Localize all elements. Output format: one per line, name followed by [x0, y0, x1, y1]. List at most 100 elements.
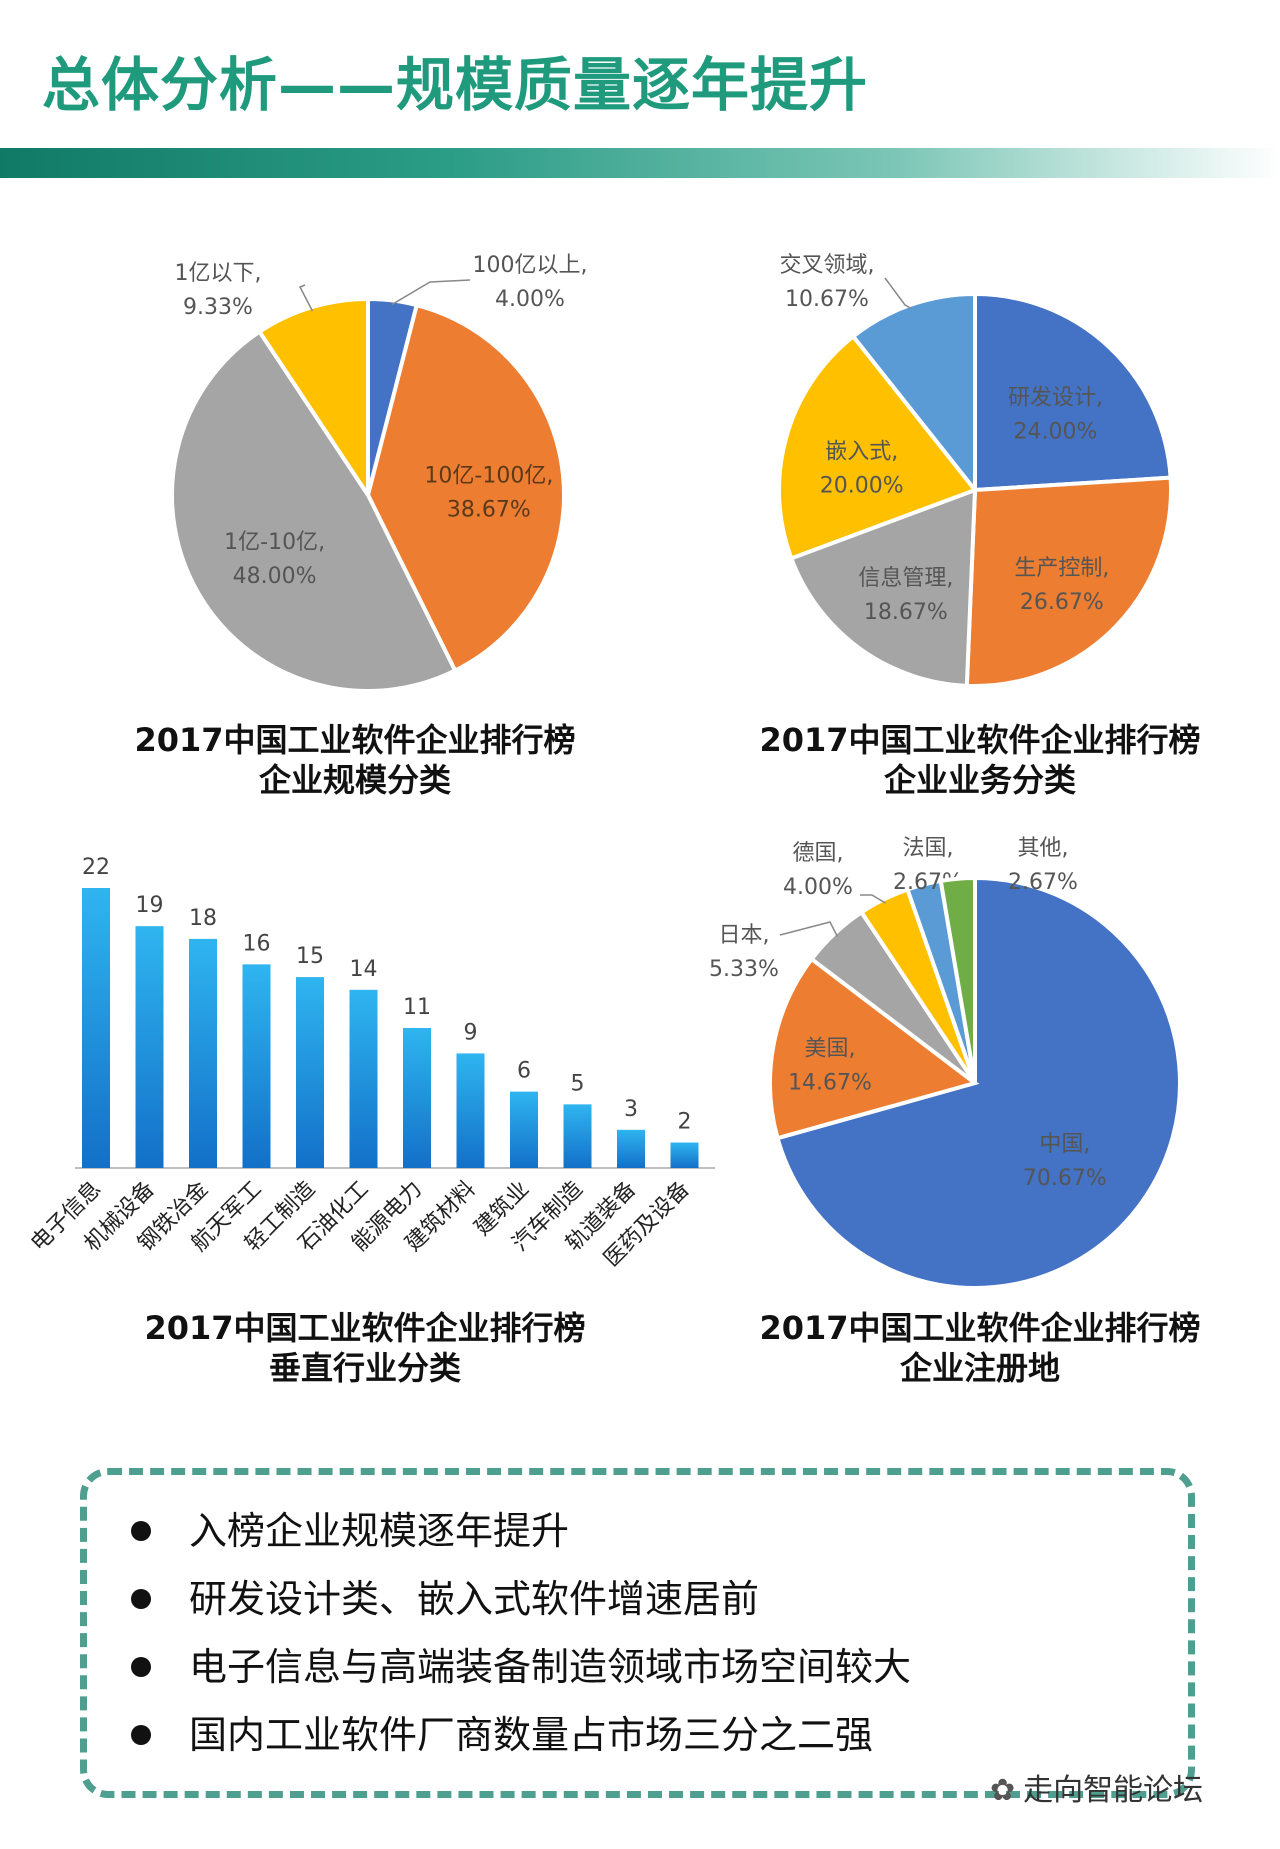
- pie-slice-region-1: [768, 956, 980, 1141]
- caption-industry: 2017中国工业软件企业排行榜 垂直行业分类: [135, 1308, 595, 1388]
- slice-value-region-5: 2.67%: [1008, 870, 1078, 895]
- summary-list: 入榜企业规模逐年提升 研发设计类、嵌入式软件增速居前 电子信息与高端装备制造领域…: [87, 1475, 1188, 1769]
- summary-item: 研发设计类、嵌入式软件增速居前: [131, 1565, 1188, 1633]
- slice-value-scale-1: 38.67%: [447, 497, 531, 522]
- bullet-icon: [131, 1657, 151, 1677]
- bar-value-label-5: 14: [350, 957, 378, 982]
- summary-item-text: 入榜企业规模逐年提升: [189, 1509, 570, 1553]
- slice-label-region-4: 法国,: [903, 836, 954, 861]
- slice-value-scale-0: 4.00%: [495, 287, 565, 312]
- slice-value-region-3: 4.00%: [783, 875, 853, 900]
- pie-slice-business-3: [777, 333, 979, 561]
- chart-region-pie: 中国, 70.67% 美国, 14.67% 日本, 5.33% 德国, 4.00% 法国, 2.6…: [709, 836, 1182, 1290]
- slice-label-scale-2: 1亿-10亿,: [224, 530, 325, 555]
- summary-item: 入榜企业规模逐年提升: [131, 1497, 1188, 1565]
- bar-2: [189, 938, 217, 1168]
- summary-item-text: 国内工业软件厂商数量占市场三分之二强: [189, 1713, 874, 1757]
- bar-7: [456, 1053, 485, 1168]
- caption-business: 2017中国工业软件企业排行榜 企业业务分类: [750, 720, 1210, 800]
- pie-slice-business-0: [973, 291, 1173, 493]
- bar-value-label-2: 18: [189, 906, 217, 931]
- chart-industry-bar: 22电子信息19机械设备18钢铁冶金16航天军工15轻工制造14石油化工11能源…: [26, 855, 715, 1272]
- slice-value-region-1: 14.67%: [788, 1070, 872, 1095]
- pie-slice-scale-1: [365, 302, 566, 674]
- summary-item-text: 研发设计类、嵌入式软件增速居前: [189, 1577, 760, 1621]
- bar-value-label-4: 15: [296, 944, 324, 969]
- pie-slice-business-1: [964, 475, 1173, 688]
- slice-label-scale-3: 1亿以下,: [175, 261, 262, 286]
- summary-box: 入榜企业规模逐年提升 研发设计类、嵌入式软件增速居前 电子信息与高端装备制造领域…: [80, 1468, 1195, 1798]
- pie-slice-scale-2: [170, 328, 458, 693]
- caption-business-line1: 2017中国工业软件企业排行榜: [759, 721, 1201, 759]
- caption-business-line2: 企业业务分类: [883, 761, 1076, 799]
- leader-line-business-4: [884, 277, 913, 310]
- watermark-text: 走向智能论坛: [1023, 1773, 1204, 1808]
- slice-label-business-3: 嵌入式,: [825, 439, 898, 464]
- bullet-icon: [131, 1725, 151, 1745]
- slice-label-business-0: 研发设计,: [1008, 385, 1103, 410]
- slice-label-scale-0: 100亿以上,: [473, 253, 588, 278]
- bullet-icon: [131, 1521, 151, 1541]
- slice-label-business-2: 信息管理,: [858, 566, 953, 591]
- bar-4: [296, 977, 324, 1168]
- bar-0: [82, 888, 110, 1168]
- slice-value-region-0: 70.67%: [1023, 1166, 1107, 1191]
- slice-label-region-5: 其他,: [1018, 836, 1069, 861]
- bar-value-label-8: 6: [517, 1059, 531, 1084]
- chart-business-pie: 研发设计, 24.00% 生产控制, 26.67% 信息管理, 18.67% 嵌入式, 20.…: [777, 253, 1173, 688]
- page-title: 总体分析——规模质量逐年提升: [42, 51, 869, 119]
- bar-1: [135, 926, 164, 1168]
- slice-label-region-3: 德国,: [793, 841, 844, 866]
- summary-item: 电子信息与高端装备制造领域市场空间较大: [131, 1633, 1188, 1701]
- bar-11: [670, 1142, 699, 1168]
- leader-line-scale-3: [298, 284, 314, 312]
- wechat-icon: ✿: [990, 1773, 1016, 1808]
- leader-line-region-3: [860, 894, 886, 904]
- slice-value-business-2: 18.67%: [864, 600, 948, 625]
- slice-value-business-3: 20.00%: [820, 473, 904, 498]
- caption-industry-line2: 垂直行业分类: [268, 1349, 461, 1387]
- slice-label-region-2: 日本,: [719, 923, 770, 948]
- bar-value-label-1: 19: [136, 893, 164, 918]
- bar-3: [242, 964, 271, 1168]
- bar-10: [617, 1129, 645, 1168]
- slice-label-business-4: 交叉领域,: [780, 253, 875, 278]
- bar-value-label-10: 3: [624, 1097, 638, 1122]
- caption-industry-line1: 2017中国工业软件企业排行榜: [144, 1309, 586, 1347]
- caption-region-line1: 2017中国工业软件企业排行榜: [759, 1309, 1201, 1347]
- slice-label-business-1: 生产控制,: [1014, 556, 1109, 581]
- caption-region-line2: 企业注册地: [899, 1349, 1060, 1387]
- bar-6: [403, 1028, 431, 1168]
- leader-line-region-2: [779, 921, 839, 937]
- bar-8: [510, 1091, 538, 1168]
- slice-value-scale-3: 9.33%: [183, 295, 253, 320]
- bullet-icon: [131, 1589, 151, 1609]
- bar-value-label-11: 2: [678, 1110, 692, 1135]
- bar-value-label-7: 9: [464, 1020, 478, 1045]
- caption-region: 2017中国工业软件企业排行榜 企业注册地: [750, 1308, 1210, 1388]
- pie-slice-business-4: [850, 291, 977, 496]
- bar-5: [349, 989, 378, 1168]
- slice-value-business-0: 24.00%: [1014, 419, 1098, 444]
- caption-scale: 2017中国工业软件企业排行榜 企业规模分类: [125, 720, 585, 800]
- bar-value-label-9: 5: [571, 1071, 585, 1096]
- slice-label-scale-1: 10亿-100亿,: [424, 463, 553, 488]
- summary-item: 国内工业软件厂商数量占市场三分之二强: [131, 1701, 1188, 1769]
- leader-line-scale-0: [391, 279, 471, 306]
- bar-9: [563, 1104, 592, 1168]
- slice-value-business-1: 26.67%: [1020, 590, 1104, 615]
- chart-scale-pie: 100亿以上, 4.00% 10亿-100亿, 38.67% 1亿-10亿, 48.00%…: [170, 253, 588, 693]
- slice-label-region-1: 美国,: [805, 1036, 856, 1061]
- summary-item-text: 电子信息与高端装备制造领域市场空间较大: [189, 1645, 912, 1689]
- bar-value-label-6: 11: [403, 995, 431, 1020]
- caption-scale-line1: 2017中国工业软件企业排行榜: [134, 721, 576, 759]
- slice-value-region-2: 5.33%: [709, 957, 779, 982]
- caption-scale-line2: 企业规模分类: [258, 761, 451, 799]
- watermark: ✿ 走向智能论坛: [990, 1765, 1203, 1809]
- pie-slice-business-2: [788, 487, 978, 688]
- bar-value-label-3: 16: [243, 931, 271, 956]
- slice-label-region-0: 中国,: [1039, 1132, 1090, 1157]
- pie-slice-region-0: [775, 875, 1182, 1290]
- slice-value-scale-2: 48.00%: [233, 564, 317, 589]
- pie-slice-region-5: [938, 875, 977, 1084]
